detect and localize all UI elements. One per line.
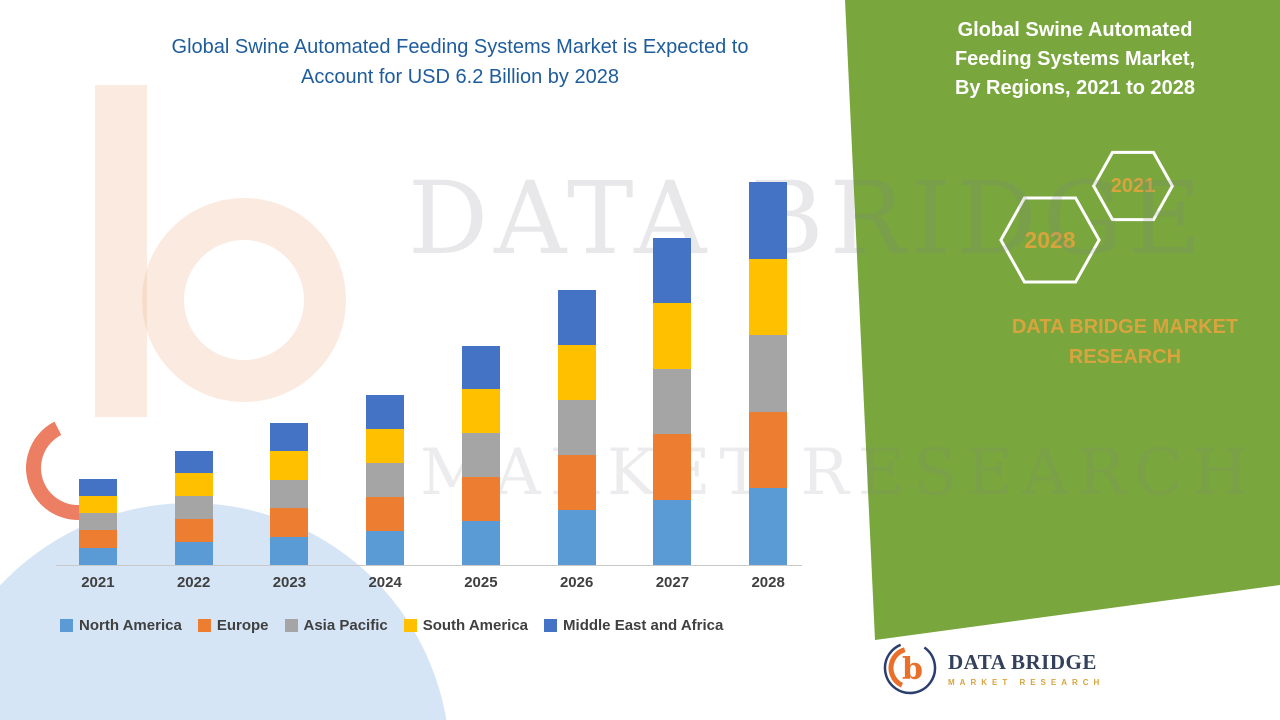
bar-segment-south-america: [748, 258, 787, 336]
legend-label: Asia Pacific: [303, 617, 388, 634]
hexagon-outline-icon: [998, 196, 1102, 284]
bar-segment-europe: [79, 530, 117, 548]
hexagon-2021: 2021: [1092, 150, 1174, 222]
hexagon-2028-label: 2028: [1024, 226, 1076, 253]
x-axis-label-2027: 2027: [655, 574, 690, 591]
side-panel-title: Global Swine Automated Feeding Systems M…: [895, 16, 1255, 103]
bar-segment-north-america: [461, 521, 500, 565]
bar-2022: [174, 450, 213, 565]
bar-segment-middle-east-and-africa: [174, 450, 213, 474]
svg-text:b: b: [902, 652, 923, 687]
legend-swatch-icon: [60, 619, 73, 632]
legend-item-europe: Europe: [197, 617, 269, 634]
x-axis-label-2025: 2025: [464, 574, 498, 591]
bar-segment-europe: [174, 519, 213, 543]
hexagon-2028: 2028: [998, 196, 1102, 284]
side-panel-title-line3: By Regions, 2021 to 2028: [954, 77, 1196, 99]
legend-item-north-america: North America: [60, 617, 182, 634]
hexagon-2021-label: 2021: [1110, 174, 1156, 197]
bar-segment-europe: [461, 477, 500, 522]
x-axis-label-2021: 2021: [81, 574, 115, 591]
bar-segment-south-america: [461, 389, 500, 434]
bar-segment-europe: [653, 434, 692, 500]
bar-segment-asia-pacific: [366, 463, 405, 497]
bar-segment-middle-east-and-africa: [557, 290, 596, 345]
bar-segment-asia-pacific: [748, 335, 787, 412]
bar-segment-europe: [557, 455, 596, 510]
x-axis-label-2028: 2028: [751, 574, 785, 591]
bar-2025: [461, 345, 500, 565]
legend-label: Middle East and Africa: [563, 617, 724, 634]
chart-title-line1: Global Swine Automated Feeding Systems M…: [171, 36, 749, 58]
bar-segment-north-america: [557, 510, 596, 565]
legend-item-middle-east-and-africa: Middle East and Africa: [544, 617, 723, 634]
bar-2021: [79, 478, 117, 565]
bar-segment-north-america: [79, 547, 117, 565]
bar-segment-north-america: [748, 488, 787, 565]
bar-segment-europe: [366, 497, 405, 531]
bar-2028: [748, 182, 787, 565]
bar-segment-asia-pacific: [653, 368, 692, 434]
side-panel-brand: DATA BRIDGE MARKET RESEARCH: [960, 312, 1280, 372]
x-axis-label-2022: 2022: [176, 574, 211, 591]
bar-2024: [366, 395, 405, 565]
bar-segment-south-america: [174, 473, 213, 497]
x-axis-label-2024: 2024: [368, 574, 402, 591]
chart-title: Global Swine Automated Feeding Systems M…: [90, 32, 830, 92]
x-axis-label-2023: 2023: [272, 574, 307, 591]
legend-swatch-icon: [197, 619, 211, 632]
legend-swatch-icon: [284, 619, 298, 632]
chart-legend: North America Europe Asia Pacific South Ame…: [60, 617, 723, 634]
company-logo-tagline: MARKET RESEARCH: [948, 677, 1105, 687]
side-panel-title-line2: Feeding Systems Market,: [954, 48, 1196, 70]
bar-2023: [270, 423, 309, 565]
bar-segment-middle-east-and-africa: [748, 182, 787, 259]
bar-segment-north-america: [270, 536, 309, 565]
brand-line2: RESEARCH: [1068, 346, 1182, 368]
company-logo-text: DATA BRIDGE MARKET RESEARCH: [948, 650, 1104, 687]
company-logo-name: DATA BRIDGE: [948, 649, 1097, 674]
bar-segment-north-america: [174, 542, 213, 565]
bar-segment-europe: [748, 411, 787, 489]
legend-item-south-america: South America: [403, 617, 529, 634]
bar-segment-south-america: [270, 451, 309, 480]
bar-segment-north-america: [366, 531, 405, 565]
legend-swatch-icon: [403, 619, 417, 632]
bar-segment-south-america: [557, 345, 596, 400]
company-logo: b DATA BRIDGE MARKET RESEARCH: [882, 640, 1104, 696]
data-bridge-logo-icon: b: [883, 641, 937, 695]
bar-segment-asia-pacific: [79, 513, 117, 531]
bar-2027: [653, 237, 692, 565]
bar-segment-middle-east-and-africa: [366, 395, 405, 429]
side-panel-title-line1: Global Swine Automated: [957, 19, 1193, 41]
x-axis-labels: 2021 2022 2023 2024 2025 2026 2027 2028: [50, 574, 816, 591]
bar-segment-asia-pacific: [174, 496, 213, 520]
legend-swatch-icon: [544, 619, 558, 632]
x-axis-line: [56, 565, 802, 566]
bar-segment-asia-pacific: [270, 479, 309, 509]
bar-segment-europe: [270, 508, 309, 537]
hexagon-outline-icon: [1092, 150, 1174, 222]
bar-segment-south-america: [653, 303, 692, 369]
legend-label: South America: [422, 617, 529, 634]
x-axis-label-2026: 2026: [559, 574, 594, 591]
bar-segment-north-america: [653, 499, 692, 565]
bar-segment-middle-east-and-africa: [270, 423, 309, 452]
legend-item-asia-pacific: Asia Pacific: [284, 617, 388, 634]
bar-segment-south-america: [79, 495, 117, 514]
chart-title-line2: Account for USD 6.2 Billion by 2028: [301, 66, 619, 88]
legend-label: Europe: [216, 617, 269, 634]
brand-line1: DATA BRIDGE MARKET: [1011, 316, 1239, 338]
bar-segment-asia-pacific: [461, 433, 500, 478]
bar-2026: [557, 290, 596, 565]
legend-label: North America: [79, 617, 182, 634]
bar-segment-middle-east-and-africa: [461, 345, 500, 390]
bar-segment-middle-east-and-africa: [79, 478, 117, 496]
bar-segment-south-america: [366, 429, 405, 463]
bar-segment-asia-pacific: [557, 400, 596, 455]
bar-segment-middle-east-and-africa: [653, 237, 692, 303]
bar-chart-plot-area: [79, 165, 787, 565]
